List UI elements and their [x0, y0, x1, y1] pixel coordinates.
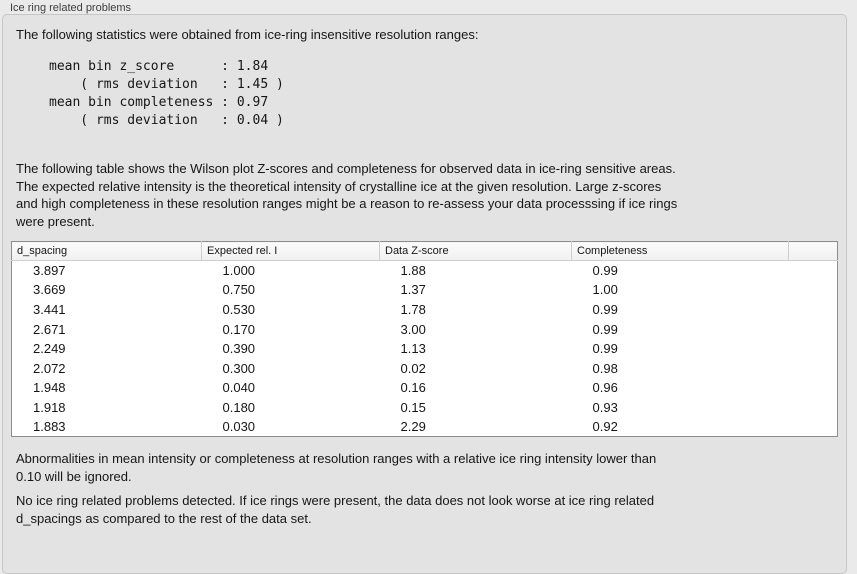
ignore-note-text: Abnormalities in mean intensity or compl… — [16, 451, 657, 484]
table-cell: 0.180 — [222, 399, 256, 415]
table-header-row: d_spacing Expected rel. I Data Z-score Comp… — [11, 241, 838, 261]
table-cell: 0.040 — [222, 380, 256, 396]
table-cell: 2.249 — [33, 341, 66, 357]
table-cell-filler — [789, 378, 838, 398]
table-cell-filler — [789, 358, 838, 378]
table-cell: 3.00 — [400, 321, 426, 337]
table-cell-filler — [789, 280, 838, 300]
table-cell: 1.00 — [592, 282, 618, 298]
table-cell: 0.98 — [592, 360, 618, 376]
bin-statistics-block: mean bin z_score : 1.84 ( rms deviation … — [49, 59, 284, 128]
column-header-filler — [788, 241, 838, 261]
column-header[interactable]: Data Z-score — [379, 241, 572, 261]
table-cell: 0.99 — [592, 301, 618, 317]
table-cell: 1.13 — [400, 341, 426, 357]
table-cell: 0.96 — [592, 380, 618, 396]
table-row[interactable]: 3.441 0.530 1.78 0.99 — [12, 300, 838, 320]
table-cell: 0.170 — [222, 321, 256, 337]
table-cell: 1.883 — [33, 419, 66, 435]
table-cell: 3.669 — [33, 282, 66, 298]
table-cell-filler — [789, 300, 838, 320]
table-cell: 1.37 — [400, 282, 426, 298]
table-cell: 3.897 — [33, 263, 66, 279]
table-row[interactable]: 1.948 0.040 0.16 0.96 — [12, 378, 838, 398]
table-cell: 0.99 — [592, 341, 618, 357]
table-cell-filler — [789, 398, 838, 418]
table-body: 3.897 1.000 1.88 0.99 3.669 0.750 1.37 1.00 3.44… — [12, 261, 838, 437]
conclusion-text: No ice ring related problems detected. I… — [16, 493, 655, 526]
table-cell: 1.918 — [33, 399, 66, 415]
table-cell: 0.16 — [400, 380, 426, 396]
table-cell: 0.02 — [400, 360, 426, 376]
table-cell: 0.93 — [592, 399, 618, 415]
table-row[interactable]: 2.671 0.170 3.00 0.99 — [12, 319, 838, 339]
table-row[interactable]: 3.669 0.750 1.37 1.00 — [12, 280, 838, 300]
column-header[interactable]: Completeness — [571, 241, 789, 261]
ice-ring-table: d_spacing Expected rel. I Data Z-score Comp… — [11, 241, 838, 438]
table-cell: 2.29 — [400, 419, 426, 435]
table-cell: 2.072 — [33, 360, 66, 376]
table-cell: 1.000 — [222, 263, 256, 279]
table-cell: 0.750 — [222, 282, 256, 298]
table-cell: 0.92 — [592, 419, 618, 435]
table-row[interactable]: 1.883 0.030 2.29 0.92 — [12, 417, 838, 437]
table-cell: 2.671 — [33, 321, 66, 337]
table-cell: 3.441 — [33, 301, 66, 317]
intro-text: The following statistics were obtained f… — [16, 27, 479, 42]
table-cell: 0.390 — [222, 341, 256, 357]
table-cell: 0.300 — [222, 360, 256, 376]
table-row[interactable]: 1.918 0.180 0.15 0.93 — [12, 398, 838, 418]
ice-ring-report-groupbox: The following statistics were obtained f… — [2, 14, 847, 574]
table-row[interactable]: 2.072 0.300 0.02 0.98 — [12, 358, 838, 378]
table-cell-filler — [789, 319, 838, 339]
table-cell: 1.88 — [400, 263, 426, 279]
table-cell: 0.99 — [592, 263, 618, 279]
table-cell-filler — [789, 261, 838, 281]
table-cell: 0.15 — [400, 399, 426, 415]
table-cell: 0.530 — [222, 301, 256, 317]
table-cell: 0.030 — [222, 419, 256, 435]
column-header[interactable]: Expected rel. I — [201, 241, 380, 261]
table-cell-filler — [789, 339, 838, 359]
table-row[interactable]: 3.897 1.000 1.88 0.99 — [12, 261, 838, 281]
column-header[interactable]: d_spacing — [11, 241, 202, 261]
table-cell: 0.99 — [592, 321, 618, 337]
table-row[interactable]: 2.249 0.390 1.13 0.99 — [12, 339, 838, 359]
panel-title: Ice ring related problems — [10, 2, 132, 14]
table-description-text: The following table shows the Wilson plo… — [16, 161, 678, 229]
table-cell-filler — [789, 417, 838, 437]
table-cell: 1.78 — [400, 301, 426, 317]
table-cell: 1.948 — [33, 380, 66, 396]
